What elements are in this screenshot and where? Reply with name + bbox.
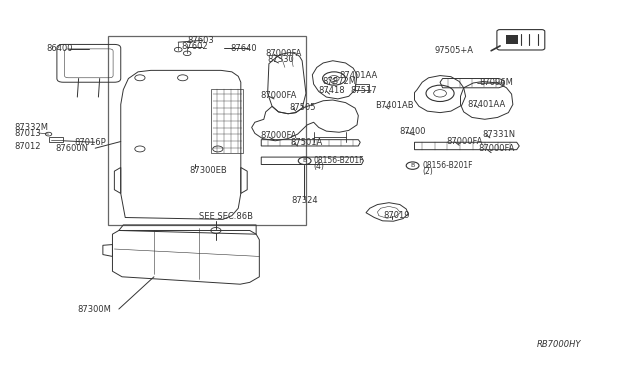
Text: 87000FA: 87000FA (447, 137, 483, 146)
Text: 97505+A: 97505+A (435, 46, 474, 55)
Text: 87000FA: 87000FA (266, 49, 302, 58)
Bar (211, 89, 243, 153)
Text: SEE SEC.86B: SEE SEC.86B (198, 212, 253, 221)
Text: B: B (410, 163, 415, 168)
Text: 87600N: 87600N (55, 144, 88, 153)
Text: (2): (2) (422, 167, 433, 176)
Text: 87640: 87640 (230, 44, 257, 52)
Text: 08156-B201F: 08156-B201F (422, 161, 473, 170)
Text: 86400: 86400 (47, 44, 73, 53)
Text: 87016P: 87016P (74, 138, 106, 147)
Text: 87505: 87505 (289, 103, 316, 112)
Text: 87331N: 87331N (483, 129, 516, 139)
Text: 87872M: 87872M (322, 77, 356, 86)
Text: 87300M: 87300M (77, 305, 111, 314)
Text: 87000FA: 87000FA (260, 131, 297, 141)
Text: B: B (303, 158, 307, 163)
Text: B7401AB: B7401AB (376, 101, 414, 110)
Text: 87019: 87019 (384, 211, 410, 220)
Text: 87603: 87603 (187, 36, 214, 45)
Bar (49, 137, 63, 142)
Text: 87517: 87517 (351, 86, 377, 95)
Text: 87096M: 87096M (479, 78, 513, 87)
Text: 87332M: 87332M (15, 123, 49, 132)
Text: 87324: 87324 (291, 196, 318, 205)
Text: 87602: 87602 (181, 42, 208, 51)
Text: RB7000HY: RB7000HY (537, 340, 582, 349)
Text: 87401AA: 87401AA (339, 71, 378, 80)
Bar (108, 36, 306, 225)
Text: 08156-B201F: 08156-B201F (314, 156, 364, 165)
Text: (4): (4) (314, 162, 324, 171)
Text: 87300EB: 87300EB (189, 166, 227, 174)
Text: 87012: 87012 (15, 142, 41, 151)
Bar (355, 84, 369, 90)
Text: 87000FA: 87000FA (260, 91, 297, 100)
Text: 87418: 87418 (319, 86, 346, 95)
Bar (506, 35, 518, 44)
Text: 87400: 87400 (400, 126, 426, 136)
Text: 87013: 87013 (15, 128, 42, 138)
Text: 87501A: 87501A (290, 138, 322, 147)
Text: 87330: 87330 (268, 55, 294, 64)
Text: 87000FA: 87000FA (478, 144, 515, 153)
Text: 87401AA: 87401AA (467, 100, 505, 109)
